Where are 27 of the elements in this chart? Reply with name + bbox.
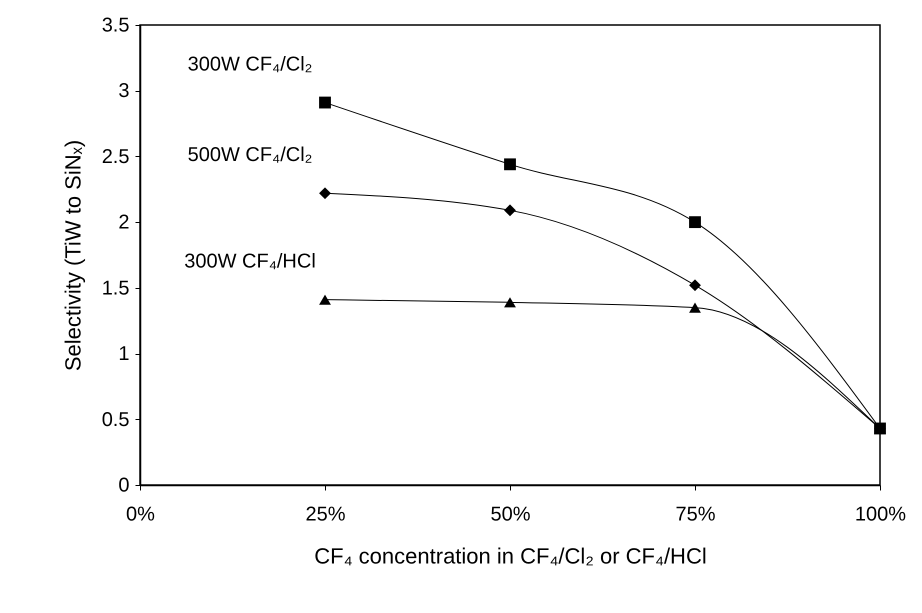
x-tick-label: 100%: [854, 504, 906, 526]
y-tick-label: 3: [118, 80, 130, 102]
series-label: 300W CF₄/HCl: [184, 250, 316, 273]
y-tick-label: 3.5: [102, 14, 130, 36]
point: [504, 158, 516, 170]
y-axis-title: Selectivity (TiW to SiNₓ): [60, 140, 86, 372]
x-tick-label: 75%: [675, 504, 716, 526]
x-tick-label: 25%: [305, 504, 346, 526]
x-axis-title: CF₄ concentration in CF₄/Cl₂ or CF₄/HCl: [314, 544, 707, 568]
y-tick-label: 0.5: [102, 408, 130, 431]
point: [689, 302, 701, 313]
series-label: 500W CF₄/Cl₂: [188, 144, 312, 166]
x-tick-label: 0%: [126, 504, 156, 526]
point: [319, 294, 331, 305]
y-tick-label: 2: [118, 212, 130, 234]
point: [319, 187, 331, 200]
y-tick-label: 0: [118, 474, 130, 496]
x-tick-label: 50%: [490, 504, 531, 526]
point: [319, 96, 331, 108]
series-label: 300W CF₄/Cl₂: [188, 54, 312, 76]
point: [504, 297, 516, 308]
point: [689, 279, 701, 292]
point: [504, 204, 516, 216]
y-tick-label: 2.5: [102, 146, 130, 168]
y-tick-label: 1.5: [102, 277, 130, 300]
point: [689, 216, 701, 228]
y-tick-label: 1: [118, 343, 130, 366]
